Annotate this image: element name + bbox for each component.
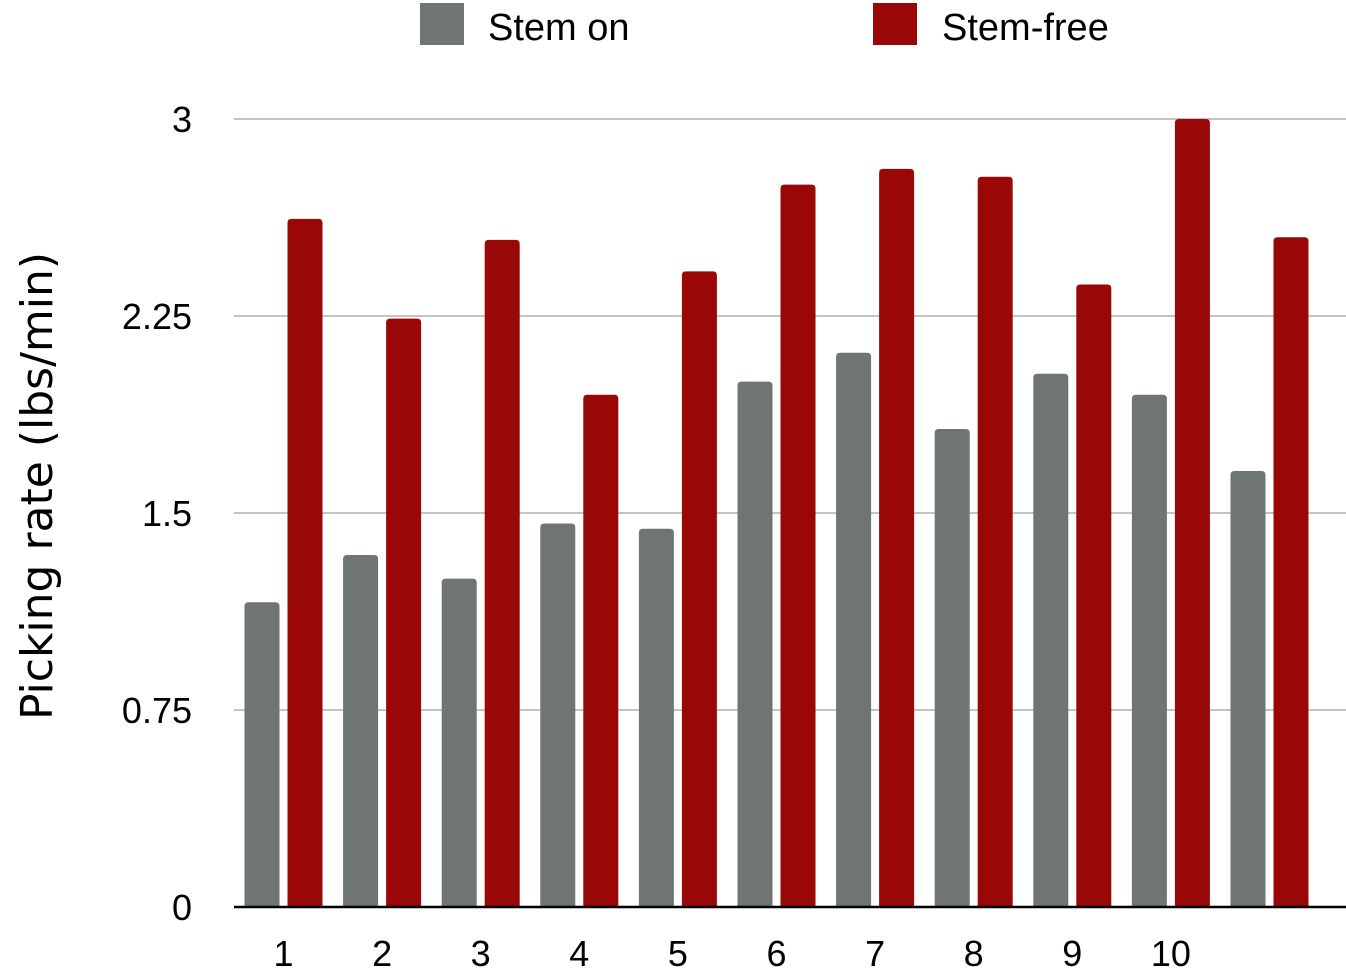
y-tick-label: 3 xyxy=(172,99,192,140)
x-tick-label: 9 xyxy=(1062,933,1082,974)
y-tick-label: 2.25 xyxy=(122,296,192,337)
x-tick-label: 1 xyxy=(273,933,293,974)
bar-stem-on xyxy=(1230,470,1266,907)
x-tick-label: 3 xyxy=(471,933,491,974)
bar-stem-on xyxy=(836,352,872,908)
y-tick-label: 1.5 xyxy=(142,493,192,534)
bar-stem-free xyxy=(681,271,717,907)
bar-stem-on xyxy=(638,528,674,907)
bar-stem-free xyxy=(1174,119,1210,907)
bar-stem-on xyxy=(1131,394,1167,907)
bar-stem-on xyxy=(441,578,477,907)
bar-stem-free xyxy=(879,168,915,907)
bar-stem-free xyxy=(780,184,816,907)
y-tick-label: 0 xyxy=(172,887,192,928)
x-tick-label: 6 xyxy=(766,933,786,974)
bar-stem-on xyxy=(1033,373,1069,908)
bars xyxy=(244,119,1309,908)
bar-stem-free xyxy=(484,239,520,907)
x-tick-label: 2 xyxy=(372,933,392,974)
bar-stem-free xyxy=(386,318,422,907)
bar-stem-free xyxy=(1273,237,1309,907)
x-tick-label: 7 xyxy=(865,933,885,974)
bar-stem-free xyxy=(287,218,323,907)
bar-stem-free xyxy=(583,394,619,907)
y-axis-label: Picking rate (lbs/min) xyxy=(12,252,63,720)
bar-stem-on xyxy=(244,602,280,907)
bar-stem-on xyxy=(737,381,773,908)
x-tick-label: 5 xyxy=(668,933,688,974)
legend: Stem on Stem-free xyxy=(420,3,1109,49)
bar-stem-on xyxy=(343,555,379,907)
y-tick-label: 0.75 xyxy=(122,690,192,731)
legend-swatch-stem-on xyxy=(420,3,464,45)
bar-stem-free xyxy=(1076,284,1112,908)
bar-stem-on xyxy=(540,523,576,907)
x-tick-label: 4 xyxy=(569,933,589,974)
bar-stem-free xyxy=(977,176,1013,907)
bar-stem-on xyxy=(934,428,970,907)
y-tick-labels: 0 0.75 1.5 2.25 3 xyxy=(122,99,192,928)
legend-swatch-stem-free xyxy=(873,3,917,45)
legend-label-stem-free: Stem-free xyxy=(942,7,1109,49)
x-tick-labels: 1 2 3 4 5 6 7 8 9 10 xyxy=(273,933,1190,974)
x-tick-label: 8 xyxy=(964,933,984,974)
legend-label-stem-on: Stem on xyxy=(488,7,630,49)
x-tick-label: 10 xyxy=(1151,933,1191,974)
